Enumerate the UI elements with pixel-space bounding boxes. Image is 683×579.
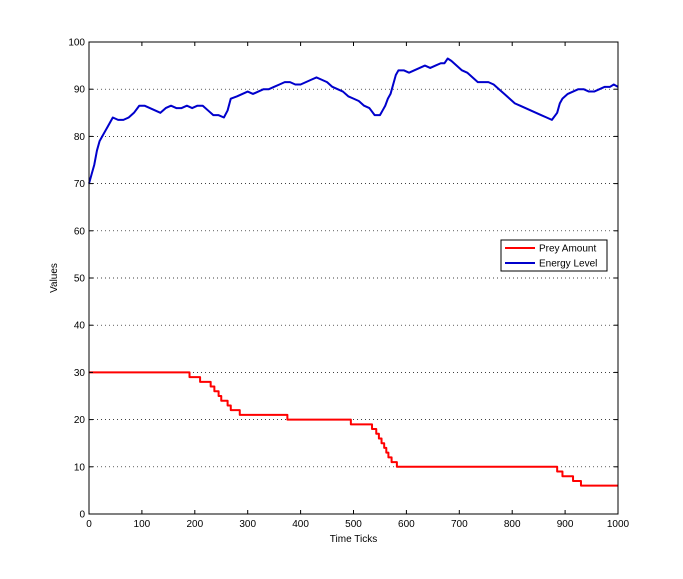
x-tick-label: 900 (557, 519, 574, 530)
x-tick-label: 600 (398, 519, 415, 530)
x-tick-label: 300 (239, 519, 256, 530)
y-tick-label: 60 (74, 226, 86, 237)
y-tick-label: 70 (74, 179, 86, 190)
x-axis-label: Time Ticks (330, 534, 377, 545)
x-tick-label: 0 (86, 519, 92, 530)
y-tick-label: 50 (74, 274, 86, 285)
x-tick-label: 400 (292, 519, 309, 530)
y-tick-label: 100 (68, 38, 85, 49)
y-tick-label: 0 (79, 510, 85, 521)
x-tick-label: 500 (345, 519, 362, 530)
x-tick-label: 1000 (607, 519, 630, 530)
y-tick-label: 80 (74, 132, 86, 143)
series-line-prey-amount (89, 371, 618, 487)
legend-box (500, 239, 608, 272)
x-tick-label: 800 (504, 519, 521, 530)
y-tick-label: 30 (74, 368, 86, 379)
y-tick-label: 10 (74, 462, 86, 473)
x-tick-label: 200 (186, 519, 203, 530)
x-tick-label: 100 (134, 519, 151, 530)
series-line-energy-level (88, 57, 619, 184)
y-tick-label: 40 (74, 321, 86, 332)
legend-label-energy-level: Energy Level (539, 259, 597, 270)
legend: Prey Amount Energy Level (500, 239, 608, 272)
y-tick-label: 90 (74, 85, 86, 96)
legend-label-prey-amount: Prey Amount (539, 244, 596, 255)
x-tick-label: 700 (451, 519, 468, 530)
y-axis-label: Values (49, 263, 60, 293)
series-layer (88, 57, 619, 487)
y-tick-label: 20 (74, 415, 86, 426)
